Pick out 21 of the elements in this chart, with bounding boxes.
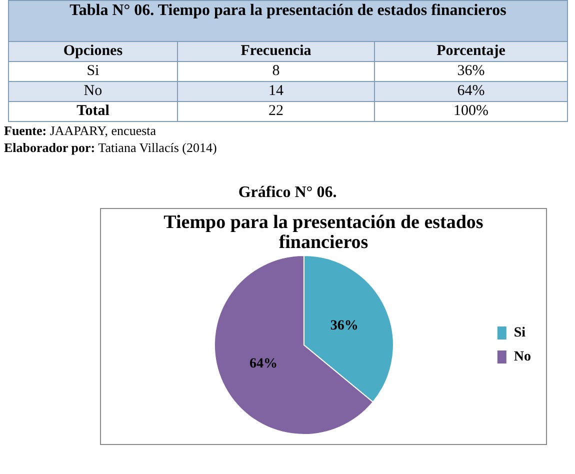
- category-label: Total: [76, 103, 110, 119]
- text: 64%: [374, 82, 568, 102]
- text: Tabla N° 06. Tiempo para la presentación de estados financieros: [8, 0, 568, 42]
- source-note: Fuente: JAAPARY, encuesta: [4, 122, 158, 139]
- legend-label: No: [514, 350, 532, 365]
- text: 14: [177, 82, 375, 102]
- text: 22: [177, 102, 375, 122]
- data-label: 64%: [249, 356, 278, 372]
- data-label: 36%: [330, 318, 358, 334]
- category-label: Si: [86, 63, 100, 79]
- chart-subtitle: Tiempo para la presentación de estados financieros: [164, 212, 484, 253]
- chart-title: Gráfico N° 06.: [237, 184, 338, 202]
- text: 100%: [374, 102, 568, 122]
- category-label: Frecuencia: [177, 42, 375, 62]
- text: Elaborador por: Tatiana Villacís (2014): [4, 139, 218, 156]
- legend-label: Si: [514, 326, 526, 341]
- text: 8: [177, 62, 375, 82]
- category-label: Porcentaje: [374, 42, 568, 62]
- category-label: Opciones: [8, 42, 178, 62]
- category-label: No: [84, 83, 102, 99]
- text: 36%: [374, 62, 568, 82]
